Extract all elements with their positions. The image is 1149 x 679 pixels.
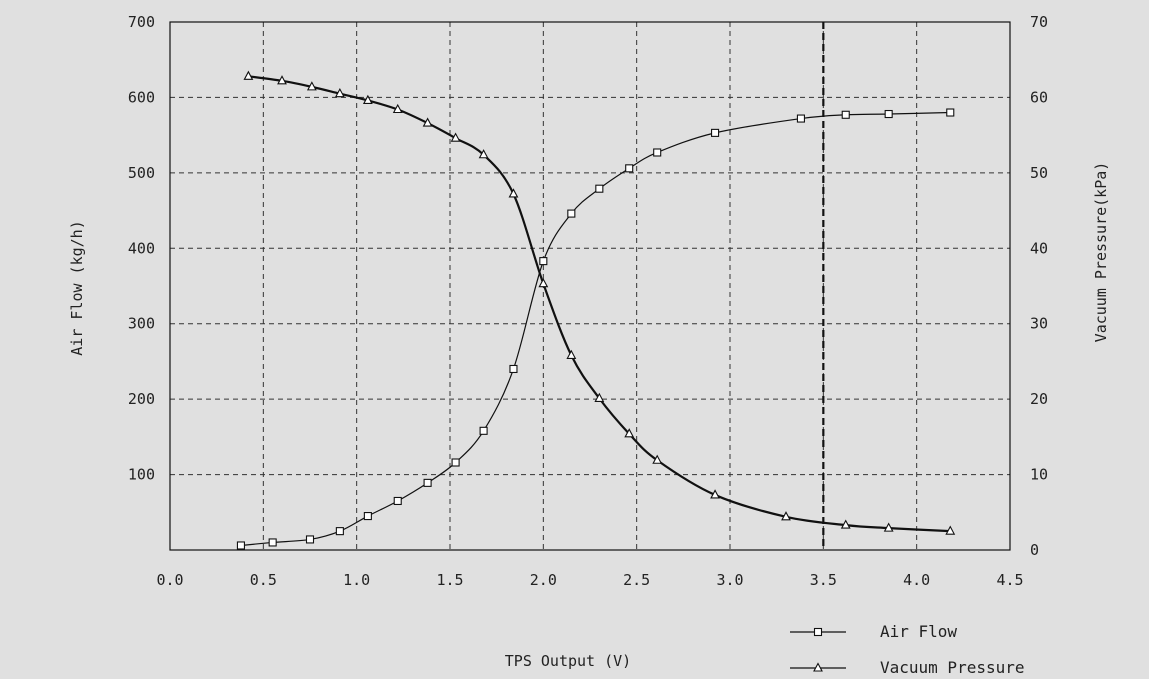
y-axis-right-title: Vacuum Pressure(kPa) (1092, 162, 1110, 343)
y-left-tick-label: 500 (128, 164, 155, 182)
y-right-tick-label: 0 (1030, 541, 1039, 559)
vacuum-pressure-point (652, 454, 663, 464)
legend: Air Flow Vacuum Pressure (790, 622, 1025, 677)
vacuum-pressure-point (243, 70, 254, 80)
x-tick-label: 2.0 (530, 571, 557, 589)
x-tick-label: 2.5 (623, 571, 650, 589)
air-flow-point (509, 364, 518, 374)
y-axis-left-title: Air Flow (kg/h) (68, 220, 86, 355)
air-flow-point (305, 535, 315, 544)
y-left-tick-label: 300 (128, 315, 155, 333)
vacuum-pressure-point (306, 81, 317, 91)
x-tick-label: 4.5 (996, 571, 1023, 589)
series-line (248, 75, 951, 533)
y-right-tick-label: 70 (1030, 13, 1048, 31)
vacuum-pressure-point (840, 519, 851, 529)
y-right-tick-label: 50 (1030, 164, 1048, 182)
air-flow-point (653, 148, 662, 157)
vacuum-pressure-point (945, 525, 956, 535)
vacuum-pressure-point (538, 278, 549, 288)
air-flow-point (711, 128, 720, 137)
air-flow-point (567, 209, 576, 218)
legend-label: Air Flow (880, 622, 957, 641)
vacuum-pressure-point (422, 117, 433, 127)
x-tick-label: 1.5 (436, 571, 463, 589)
series-line (240, 111, 951, 547)
x-axis-title: TPS Output (V) (505, 652, 631, 670)
y-left-tick-label: 400 (128, 239, 155, 257)
vacuum-pressure-point (334, 87, 345, 98)
x-tick-label: 4.0 (903, 571, 930, 589)
legend-label: Vacuum Pressure (880, 658, 1025, 677)
vacuum-pressure-point (624, 428, 635, 438)
vacuum-pressure-point (508, 188, 519, 198)
x-tick-label: 3.5 (810, 571, 837, 589)
x-tick-label: 0.5 (250, 571, 277, 589)
vacuum-pressure-point (478, 149, 489, 159)
air-flow-point (268, 538, 277, 547)
air-flow-point (796, 114, 805, 123)
vacuum-pressure-point (392, 103, 403, 114)
vacuum-pressure-point (450, 132, 461, 142)
series-air-flow (236, 108, 955, 550)
tick-labels: 0.0 0.5 1.0 1.5 2.0 2.5 3.0 3.5 4.0 4.51002003004… (128, 13, 1048, 589)
air-flow-point (236, 541, 245, 550)
y-right-tick-label: 30 (1030, 315, 1048, 333)
air-flow-point (841, 110, 850, 119)
vacuum-pressure-point (362, 94, 373, 104)
air-flow-point (946, 108, 955, 117)
air-flow-point (423, 478, 432, 487)
x-tick-label: 1.0 (343, 571, 370, 589)
air-flow-point (479, 426, 488, 435)
y-left-tick-label: 600 (128, 88, 155, 106)
air-flow-point (539, 257, 548, 266)
vacuum-pressure-point (277, 75, 287, 85)
x-tick-label: 0.0 (156, 571, 183, 589)
vacuum-pressure-point (710, 489, 720, 499)
y-right-tick-label: 20 (1030, 390, 1048, 408)
x-tick-label: 3.0 (716, 571, 743, 589)
vacuum-pressure-point (566, 349, 577, 359)
y-left-tick-label: 700 (128, 13, 155, 31)
air-flow-point (393, 496, 402, 506)
vacuum-pressure-point (883, 522, 894, 532)
series-vacuum-pressure (243, 70, 956, 535)
air-flow-point (335, 527, 344, 536)
y-left-tick-label: 200 (128, 390, 155, 408)
air-flow-point (451, 458, 460, 467)
vacuum-pressure-point (594, 392, 605, 402)
y-right-tick-label: 60 (1030, 88, 1048, 106)
y-left-tick-label: 100 (128, 466, 155, 484)
air-flow-point (625, 164, 634, 173)
air-flow-point (884, 109, 893, 119)
vacuum-pressure-point (781, 511, 791, 521)
series (236, 70, 956, 550)
y-right-tick-label: 40 (1030, 239, 1048, 257)
plot-frame (169, 21, 1011, 551)
air-flow-point (595, 184, 604, 193)
legend-swatch-marker (813, 627, 823, 637)
y-right-tick-label: 10 (1030, 466, 1048, 484)
legend-swatch-marker (813, 662, 823, 672)
air-flow-point (363, 512, 372, 521)
